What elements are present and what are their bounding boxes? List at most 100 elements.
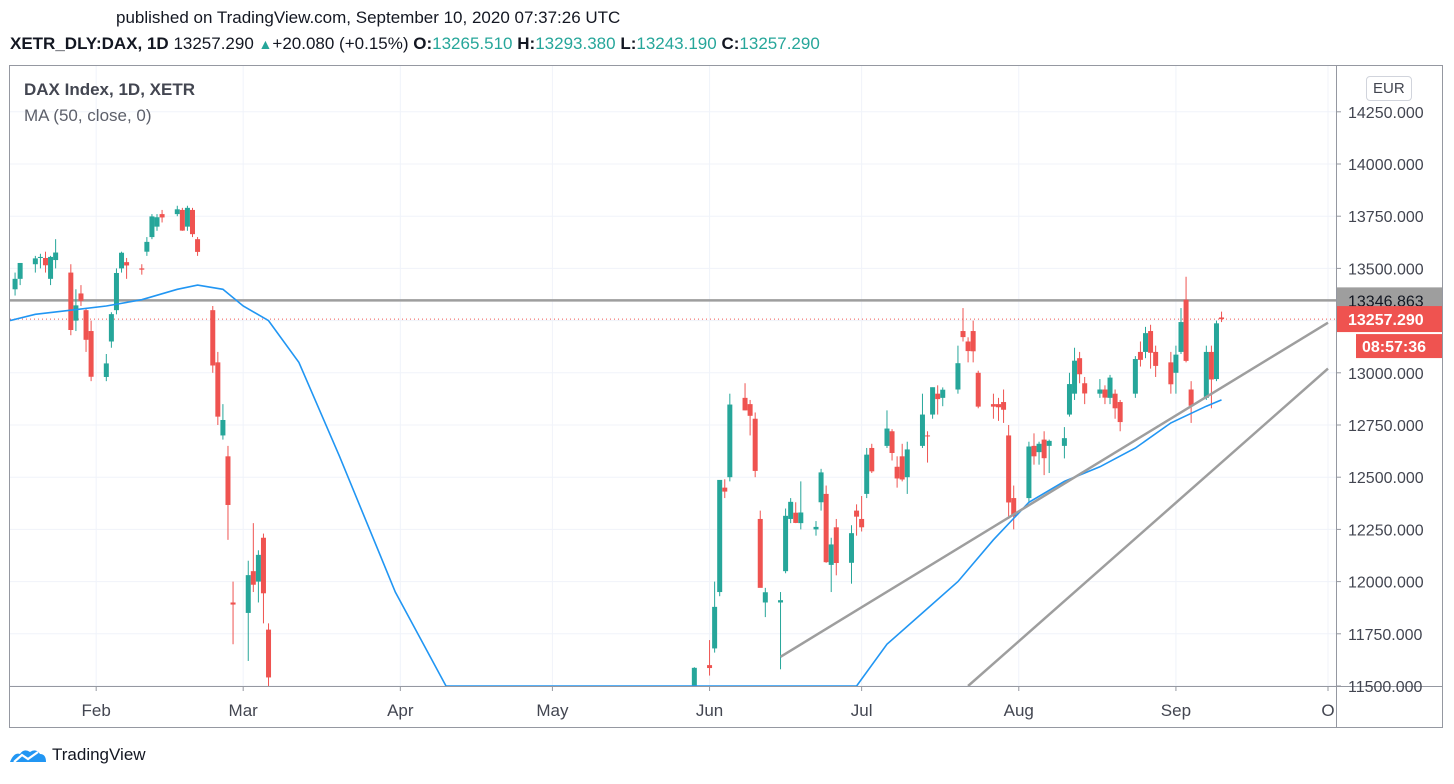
tradingview-logo-icon xyxy=(10,750,46,763)
candle-body xyxy=(854,510,860,517)
candle-body xyxy=(149,216,155,238)
y-tick-label: 12000.000 xyxy=(1348,575,1424,592)
candle-body xyxy=(1072,360,1078,394)
x-tick-label: Apr xyxy=(387,701,414,720)
x-tick-label: Aug xyxy=(1004,701,1034,720)
candle-body xyxy=(955,363,961,390)
ohlc-header: XETR_DLY:DAX, 1D 13257.290 ▲+20.080 (+0.… xyxy=(10,34,820,54)
x-tick-label: Sep xyxy=(1161,701,1191,720)
candle-body xyxy=(1219,317,1225,320)
candle-body xyxy=(1213,323,1219,380)
candle-body xyxy=(1011,498,1017,517)
candle-body xyxy=(848,533,854,563)
candle-body xyxy=(798,512,804,524)
candle-body xyxy=(894,466,900,479)
candle-body xyxy=(1036,443,1042,453)
candle-body xyxy=(864,454,870,494)
legend-indicator[interactable]: MA (50, close, 0) xyxy=(24,106,152,125)
candle-body xyxy=(778,600,784,603)
candle-body xyxy=(813,526,819,530)
candle-body xyxy=(37,256,43,258)
plot-area[interactable] xyxy=(10,205,1336,701)
candle-body xyxy=(762,592,768,603)
candle-body xyxy=(1041,439,1047,459)
candle-body xyxy=(1107,377,1113,398)
candle-body xyxy=(788,501,794,519)
candle-body xyxy=(88,331,94,377)
candle-body xyxy=(179,209,185,231)
candle-body xyxy=(78,293,84,301)
x-tick-label: O xyxy=(1321,701,1334,720)
legend-title[interactable]: DAX Index, 1D, XETR xyxy=(24,80,195,99)
currency-badge[interactable]: EUR xyxy=(1366,76,1412,101)
countdown-tag xyxy=(1356,334,1442,359)
candle-body xyxy=(1061,438,1067,446)
open-value: 13265.510 xyxy=(432,34,513,53)
candle-body xyxy=(53,252,59,261)
candle-body xyxy=(255,554,261,582)
symbol-label[interactable]: XETR_DLY:DAX, 1D xyxy=(10,34,169,53)
close-value: 13257.290 xyxy=(739,34,820,53)
candle-body xyxy=(818,472,824,503)
y-tick-label: 12500.000 xyxy=(1348,470,1424,487)
candle-body xyxy=(1183,299,1189,361)
candle-body xyxy=(975,372,981,407)
candle-body xyxy=(1117,402,1123,423)
candle-body xyxy=(691,667,697,686)
countdown-label: 08:57:36 xyxy=(1362,339,1426,356)
candle-body xyxy=(42,257,48,266)
ma50-line xyxy=(10,284,1222,686)
high-value: 13293.380 xyxy=(535,34,616,53)
candle-body xyxy=(225,456,231,505)
candle-body xyxy=(707,665,713,669)
candle-body xyxy=(195,239,201,252)
candle-body xyxy=(1112,393,1118,409)
candle-body xyxy=(1102,389,1108,398)
candle-body xyxy=(712,606,718,649)
candle-body xyxy=(727,404,733,478)
high-label: H: xyxy=(517,34,536,53)
candle-body xyxy=(260,537,266,594)
candle-body xyxy=(1066,384,1072,415)
footer-brand[interactable]: TradingView xyxy=(52,745,146,764)
candle-body xyxy=(1143,333,1149,352)
candle-body xyxy=(1168,362,1174,385)
candle-body xyxy=(1001,402,1007,410)
candle-body xyxy=(119,252,125,269)
y-tick-label: 12750.000 xyxy=(1348,418,1424,435)
y-tick-label: 13750.000 xyxy=(1348,209,1424,226)
x-tick-label: Feb xyxy=(82,701,111,720)
low-label: L: xyxy=(620,34,637,53)
candle-body xyxy=(250,571,256,585)
candle-body xyxy=(17,262,23,279)
y-tick-label: 13500.000 xyxy=(1348,261,1424,278)
chart-frame[interactable]: 11500.000 11750.000 12000.000 12250.000 1250… xyxy=(9,65,1443,728)
x-tick-label: Mar xyxy=(229,701,259,720)
candle-body xyxy=(742,397,748,411)
candle-body xyxy=(859,518,865,528)
candle-body xyxy=(884,428,890,446)
candle-body xyxy=(960,331,966,338)
candle-body xyxy=(717,479,723,593)
candle-body xyxy=(1203,351,1209,398)
candle-body xyxy=(73,305,79,321)
candle-body xyxy=(990,404,996,407)
y-tick-label: 11500.000 xyxy=(1348,679,1423,696)
candle-body xyxy=(230,602,236,605)
candle-body xyxy=(793,512,799,523)
candle-body xyxy=(154,217,160,227)
published-line: published on TradingView.com, September … xyxy=(116,8,621,27)
candle-body xyxy=(1026,446,1032,499)
candle-body xyxy=(12,278,18,290)
y-tick-label: 14250.000 xyxy=(1348,105,1424,122)
candle-body xyxy=(970,331,976,352)
last-price-tag[interactable] xyxy=(1337,306,1443,333)
footer: TradingView xyxy=(8,744,146,766)
x-tick-label: Jul xyxy=(851,701,873,720)
trendline-1 xyxy=(779,321,1329,658)
candle-body xyxy=(245,575,251,613)
up-arrow-icon: ▲ xyxy=(258,36,273,52)
chart-canvas[interactable]: 11500.000 11750.000 12000.000 12250.000 1250… xyxy=(10,66,1443,728)
candle-body xyxy=(783,515,789,572)
candle-body xyxy=(1097,389,1103,394)
